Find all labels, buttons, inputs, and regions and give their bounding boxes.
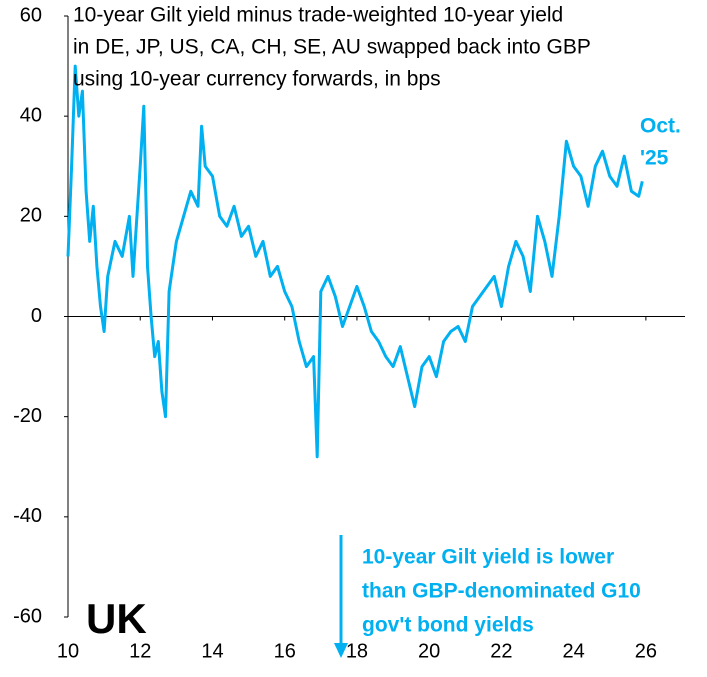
x-tick-label: 12 <box>129 640 151 662</box>
arrow-head <box>334 643 348 658</box>
note: gov't bond yields <box>362 614 534 637</box>
annotation: Oct. <box>640 115 681 138</box>
line-series <box>66 64 644 459</box>
x-tick-label: 20 <box>418 640 440 662</box>
y-tick-label: -40 <box>13 505 42 527</box>
annotation: '25 <box>640 147 669 170</box>
x-tick-label: 10 <box>57 640 79 662</box>
x-tick-label: 16 <box>274 640 296 662</box>
y-tick-label: 20 <box>20 205 42 227</box>
y-tick-label: -60 <box>13 605 42 627</box>
x-tick-label: 26 <box>635 640 657 662</box>
x-tick-label: 24 <box>563 640 585 662</box>
y-tick-label: 0 <box>31 305 42 327</box>
region-label: UK <box>86 595 147 642</box>
note: than GBP-denominated G10 <box>362 580 641 603</box>
x-tick-label: 18 <box>346 640 368 662</box>
chart-title: using 10-year currency forwards, in bps <box>73 68 441 91</box>
x-tick-label: 22 <box>490 640 512 662</box>
y-tick-label: 60 <box>20 4 42 26</box>
y-tick-label: 40 <box>20 104 42 126</box>
x-tick-label: 14 <box>201 640 223 662</box>
chart-title: in DE, JP, US, CA, CH, SE, AU swapped ba… <box>73 36 591 59</box>
note: 10-year Gilt yield is lower <box>362 546 614 569</box>
chart-title: 10-year Gilt yield minus trade-weighted … <box>73 4 563 27</box>
y-tick-label: -20 <box>13 405 42 427</box>
